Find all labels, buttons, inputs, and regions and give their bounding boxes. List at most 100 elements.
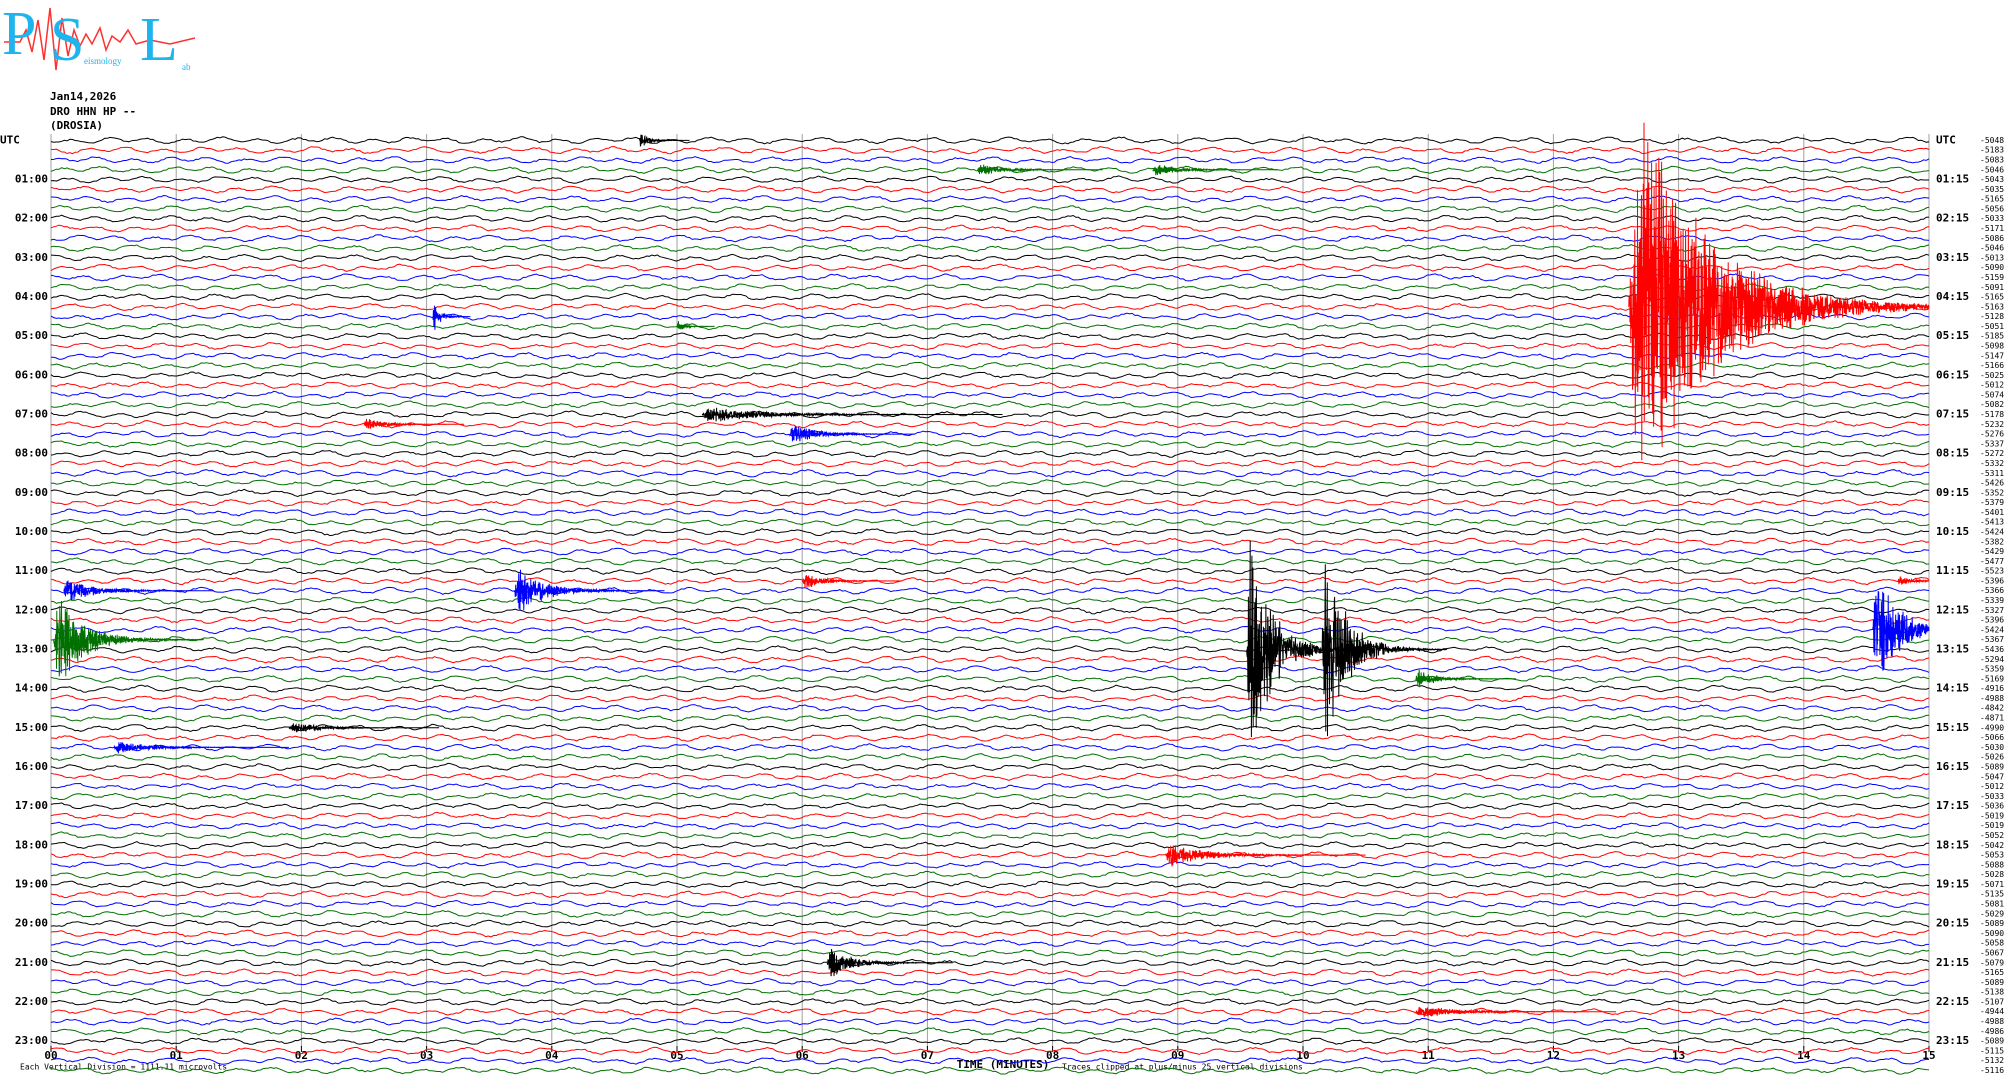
- trace-offset: -5272: [1980, 449, 2004, 458]
- trace-offset: -5166: [1980, 361, 2004, 370]
- trace: [50, 527, 1929, 537]
- trace: [50, 508, 1930, 517]
- trace-offset: -5030: [1980, 743, 2004, 752]
- trace: [50, 400, 1930, 409]
- logo-squiggle: [4, 7, 196, 71]
- trace-offset: -5366: [1980, 586, 2004, 595]
- trace: [50, 204, 1930, 214]
- seismic-event: [789, 426, 915, 442]
- trace-offset: -5053: [1980, 851, 2004, 860]
- trace: [50, 694, 1930, 703]
- trace-offset: -5025: [1980, 371, 2004, 380]
- date: Jan14,2026: [50, 90, 117, 103]
- seismic-event: [826, 949, 953, 977]
- trace: [51, 987, 1930, 997]
- trace-offset: -5165: [1980, 195, 2004, 204]
- trace: [50, 792, 1930, 801]
- trace-offset: -5019: [1980, 811, 2004, 820]
- hour-label: 09:15: [1936, 486, 1969, 499]
- trace: [50, 713, 1930, 723]
- hour-label: 15:00: [15, 721, 48, 734]
- hour-label: 23:15: [1936, 1034, 1969, 1047]
- x-tick-label: 15: [1922, 1049, 1935, 1062]
- trace-offset: -5115: [1980, 1046, 2004, 1055]
- left-axis-label: UTC: [0, 133, 20, 146]
- footer-left: Each Vertical Division = 1111.11 microvo…: [20, 1063, 227, 1072]
- trace-offset: -5088: [1980, 860, 2004, 869]
- trace-offset: -5128: [1980, 312, 2004, 321]
- trace-offset: -5429: [1980, 547, 2004, 556]
- trace: [50, 606, 1930, 615]
- hour-label: 06:00: [15, 368, 48, 381]
- trace-offset: -5047: [1980, 772, 2004, 781]
- trace: [50, 752, 1930, 762]
- location: (DROSIA): [50, 119, 103, 132]
- seismic-event: [513, 569, 665, 611]
- trace-offset: -4988: [1980, 1017, 2004, 1026]
- trace: [50, 801, 1930, 810]
- trace-offset: -5091: [1980, 283, 2004, 292]
- hour-label: 02:15: [1936, 212, 1969, 225]
- hour-label: 17:15: [1936, 799, 1969, 812]
- x-tick-label: 03: [420, 1049, 433, 1062]
- trace-offset: -5107: [1980, 997, 2004, 1006]
- hour-label: 23:00: [15, 1034, 48, 1047]
- trace-offset: -4916: [1980, 684, 2004, 693]
- trace-offset: -5185: [1980, 332, 2004, 341]
- trace-offset: -4990: [1980, 723, 2004, 732]
- right-axis-label: UTC: [1936, 133, 1956, 146]
- trace: [51, 547, 1930, 556]
- x-tick-label: 12: [1547, 1049, 1560, 1062]
- trace-offset: -5074: [1980, 390, 2004, 399]
- trace: [50, 194, 1930, 204]
- hour-label: 19:00: [15, 877, 48, 890]
- station: DRO HHN HP --: [50, 105, 136, 118]
- trace: [50, 420, 1930, 429]
- trace: [50, 704, 1930, 713]
- hour-label: 14:15: [1936, 682, 1969, 695]
- seismic-event: [1628, 122, 1930, 461]
- trace: [50, 1056, 1930, 1065]
- x-tick-label: 02: [295, 1049, 308, 1062]
- trace-offset: -5026: [1980, 753, 2004, 762]
- trace: [50, 292, 1930, 302]
- trace: [50, 371, 1930, 380]
- hour-label: 14:00: [15, 682, 48, 695]
- trace-offset: -5081: [1980, 900, 2004, 909]
- trace-offset: -5359: [1980, 665, 2004, 674]
- seismic-event: [977, 164, 1103, 175]
- trace-offset: -5058: [1980, 939, 2004, 948]
- logo: P S L eismology ab: [2, 0, 196, 74]
- trace: [50, 1066, 1930, 1075]
- trace-offset: -5046: [1980, 165, 2004, 174]
- trace-offset: -5056: [1980, 204, 2004, 213]
- trace-offset: -5116: [1980, 1066, 2004, 1075]
- x-tick-label: 13: [1672, 1049, 1685, 1062]
- trace: [50, 860, 1930, 869]
- trace: [50, 880, 1930, 889]
- trace-offset: -5178: [1980, 410, 2004, 419]
- trace: [50, 841, 1930, 850]
- seismic-event: [676, 321, 715, 330]
- trace: [50, 811, 1930, 821]
- hour-label: 06:15: [1936, 368, 1969, 381]
- seismic-event: [1152, 164, 1278, 176]
- trace: [50, 302, 1930, 311]
- trace: [50, 146, 1930, 155]
- hour-label: 07:15: [1936, 408, 1969, 421]
- trace: [50, 1007, 1930, 1016]
- trace-offset: -4986: [1980, 1027, 2004, 1036]
- trace-offset: -5083: [1980, 155, 2004, 164]
- logo-letter: S: [50, 6, 84, 74]
- hour-label: 20:00: [15, 917, 48, 930]
- trace: [50, 743, 1930, 752]
- hour-label: 10:00: [15, 525, 48, 538]
- trace-offset: -5090: [1980, 263, 2004, 272]
- trace: [50, 341, 1930, 351]
- seismic-event: [701, 407, 1003, 422]
- seismic-event: [53, 600, 204, 677]
- trace: [50, 185, 1930, 194]
- trace-offset: -5046: [1980, 244, 2004, 253]
- trace-offset: -5337: [1980, 439, 2004, 448]
- trace-offset: -5332: [1980, 459, 2004, 468]
